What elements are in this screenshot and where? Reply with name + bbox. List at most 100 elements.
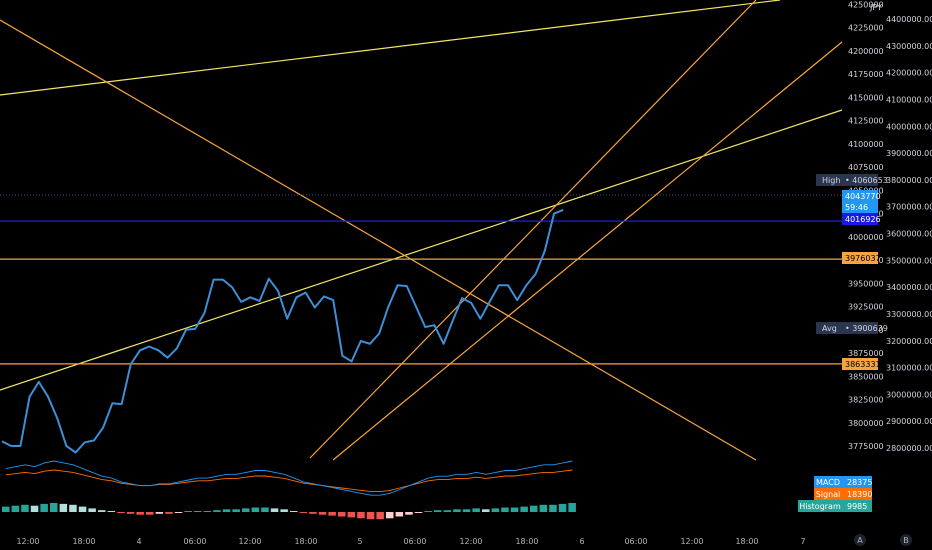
histogram-bar <box>136 512 144 515</box>
histogram-bar <box>146 512 154 515</box>
macd-tag-label-bg <box>814 488 842 500</box>
histogram-bar <box>530 505 538 512</box>
macd-tag-value: 18390 <box>847 490 872 499</box>
axis-left-tick-label: 3775000 <box>848 442 884 451</box>
histogram-bar <box>174 512 183 513</box>
trend-line-3[interactable] <box>0 19 757 461</box>
histogram-bar <box>443 510 452 512</box>
axis-right-tick-label: 4200000.00 <box>886 69 932 78</box>
price-tag: Avg • 3900639 <box>816 322 888 334</box>
histogram-bar <box>155 512 164 514</box>
macd-tag-value-bg <box>842 500 872 512</box>
axis-left-tick-label: 4000000 <box>848 233 884 242</box>
signal-line <box>5 469 573 493</box>
axis-right-tick-label: 3600000.00 <box>886 230 932 239</box>
price-tag-bg <box>842 201 878 213</box>
axis-right-tick-label: 4000000.00 <box>886 122 932 131</box>
histogram-bar <box>318 512 327 515</box>
macd-tag-value-bg <box>842 488 872 500</box>
price-tag-value: 3863331 <box>845 360 881 369</box>
histogram-bar <box>107 511 116 512</box>
price-line-layer <box>1 208 564 454</box>
corner-button-a[interactable]: A <box>854 534 866 546</box>
macd-legend-tags: MACD 28375 Signal 18390 Histogram 9985 <box>798 476 872 512</box>
price-tag: 59:46 <box>842 201 878 213</box>
time-axis-tick-label: 12:00 <box>459 537 482 546</box>
macd-tag-label: Signal <box>816 490 841 499</box>
axis-right-tick-label: 4400000.00 <box>886 15 932 24</box>
time-axis-tick-label: 18:00 <box>72 537 95 546</box>
axis-right-tick-label: 3200000.00 <box>886 337 932 346</box>
histogram-bar <box>366 512 375 520</box>
histogram-bar <box>280 509 288 512</box>
histogram-bar <box>453 509 461 512</box>
histogram-bar <box>568 503 576 512</box>
price-tag-bg <box>842 190 878 202</box>
histogram-bar <box>117 512 125 513</box>
histogram-bar <box>184 511 192 512</box>
time-axis-tick-label: 6 <box>579 537 584 546</box>
macd-tag-label-bg <box>814 476 842 488</box>
histogram-bar <box>338 512 346 517</box>
axis-left-tick-label: 4175000 <box>848 70 884 79</box>
macd-tag-value: 28375 <box>847 478 872 487</box>
histogram-bar <box>395 512 404 517</box>
macd-pane <box>2 460 576 520</box>
axis-right-tick-label: 3000000.00 <box>886 390 932 399</box>
price-tag-value: 4016926 <box>845 215 881 224</box>
axis-left-tick-label: 3950000 <box>848 279 884 288</box>
corner-button-b-label: B <box>903 536 909 545</box>
histogram-bar <box>88 508 96 512</box>
trend-line-1[interactable] <box>0 0 781 96</box>
time-axis-tick-label: 18:00 <box>515 537 538 546</box>
macd-tag: Histogram 9985 <box>798 500 872 512</box>
macd-tag: Signal 18390 <box>814 488 872 500</box>
price-tag: High • 4060653 <box>816 174 888 186</box>
price-tag-value: • 3900639 <box>845 324 888 333</box>
corner-button-a-label: A <box>857 536 863 545</box>
histogram-bar <box>414 512 423 513</box>
corner-button-b-bg <box>900 534 912 546</box>
trend-lines-layer[interactable] <box>0 0 843 461</box>
price-tag-bg <box>842 358 878 370</box>
time-axis-tick-label: 06:00 <box>624 537 647 546</box>
histogram-bar <box>242 508 250 512</box>
histogram-bar <box>510 507 519 512</box>
price-tag-value: 3976037 <box>845 254 881 263</box>
time-axis: 12:00 18:00 4 06:00 12:00 18:00 5 06:00 12:00 18:… <box>16 537 805 546</box>
axis-left-tick-label: 4125000 <box>848 117 884 126</box>
time-axis-tick-label: 12:00 <box>16 537 39 546</box>
time-axis-tick-label: 18:00 <box>294 537 317 546</box>
axis-right-labels: 4400000.00 4300000.00 4200000.00 4100000.00… <box>886 15 932 453</box>
time-axis-tick-label: 12:00 <box>680 537 703 546</box>
axis-right-tick-label: 4300000.00 <box>886 42 932 51</box>
price-tag-bg <box>816 322 878 334</box>
histogram-bar <box>558 503 567 512</box>
histogram-bar <box>357 512 365 519</box>
price-tag: 3863331 <box>842 358 881 370</box>
corner-button-b[interactable]: B <box>900 534 912 546</box>
time-axis-tick-label: 5 <box>357 537 362 546</box>
axis-right-tick-label: 2900000.00 <box>886 417 932 426</box>
axis-left-tick-label: 3875000 <box>848 349 884 358</box>
histogram-bar <box>98 510 106 512</box>
histogram-bar <box>11 505 20 512</box>
histogram-bar <box>299 512 308 513</box>
trend-line-4[interactable] <box>309 0 757 459</box>
histogram-bar <box>232 509 240 512</box>
trend-line-5[interactable] <box>332 41 843 461</box>
price-tag-value: • 4060653 <box>845 176 888 185</box>
macd-line <box>5 460 573 496</box>
axis-left-tick-label: 3800000 <box>848 419 884 428</box>
currency-label: JPY <box>869 3 882 12</box>
price-tag: 3976037 <box>842 252 881 264</box>
histogram-bar <box>424 511 432 512</box>
horizontal-levels-layer <box>0 194 845 365</box>
time-axis-tick-label: 4 <box>136 537 141 546</box>
axis-left-tick-label: 4150000 <box>848 93 884 102</box>
histogram-bar <box>194 511 202 512</box>
histogram-bar <box>30 505 39 512</box>
macd-tag-label: MACD <box>816 478 840 487</box>
axis-right-tick-label: 3700000.00 <box>886 203 932 212</box>
